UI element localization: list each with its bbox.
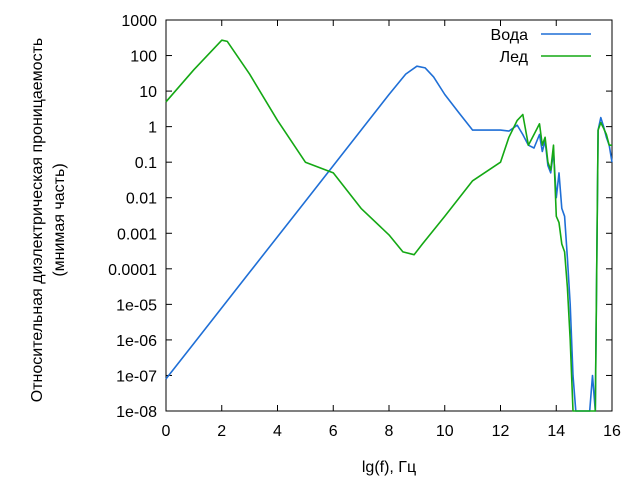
x-tick-label: 14 (547, 423, 565, 440)
legend-label: Лед (500, 49, 529, 66)
legend-label: Вода (491, 27, 529, 44)
x-tick-label: 8 (385, 423, 394, 440)
x-tick-label: 2 (217, 423, 226, 440)
x-tick-label: 4 (273, 423, 282, 440)
x-axis: 0 2 4 6 8 10 12 14 16 (162, 20, 621, 440)
series-line-2 (165, 39, 612, 412)
y-tick-label: 1e-08 (116, 404, 157, 421)
y-tick-label: 100 (130, 49, 157, 66)
series-line-1 (165, 65, 613, 412)
y-tick-label: 0.0001 (108, 262, 157, 279)
legend: Вода Лед (491, 27, 591, 66)
y-tick-label: 0.1 (135, 155, 157, 172)
y-tick-label: 1 (148, 120, 157, 137)
x-tick-label: 6 (329, 423, 338, 440)
x-tick-label: 10 (436, 423, 454, 440)
y-axis-label-line2: (мнимая часть) (51, 163, 68, 276)
y-axis-label-line1: Относительная диэлектрическая проницаемо… (29, 38, 46, 403)
x-tick-label: 12 (492, 423, 510, 440)
series-group (165, 39, 613, 412)
x-tick-label: 16 (603, 423, 621, 440)
x-axis-label: lg(f), Гц (362, 459, 416, 476)
y-tick-label: 1000 (121, 13, 157, 30)
y-axis: 1e-08 1e-07 1e-06 1e-05 0.0001 0.001 0.01 0.1 1 1… (108, 13, 612, 421)
y-tick-label: 0.001 (117, 226, 157, 243)
y-tick-label: 10 (139, 84, 157, 101)
y-tick-label: 0.01 (126, 191, 157, 208)
y-tick-label: 1e-07 (116, 368, 157, 385)
plot-frame (165, 19, 613, 412)
y-tick-label: 1e-06 (116, 333, 157, 350)
y-tick-label: 1e-05 (116, 297, 157, 314)
x-tick-label: 0 (162, 423, 171, 440)
